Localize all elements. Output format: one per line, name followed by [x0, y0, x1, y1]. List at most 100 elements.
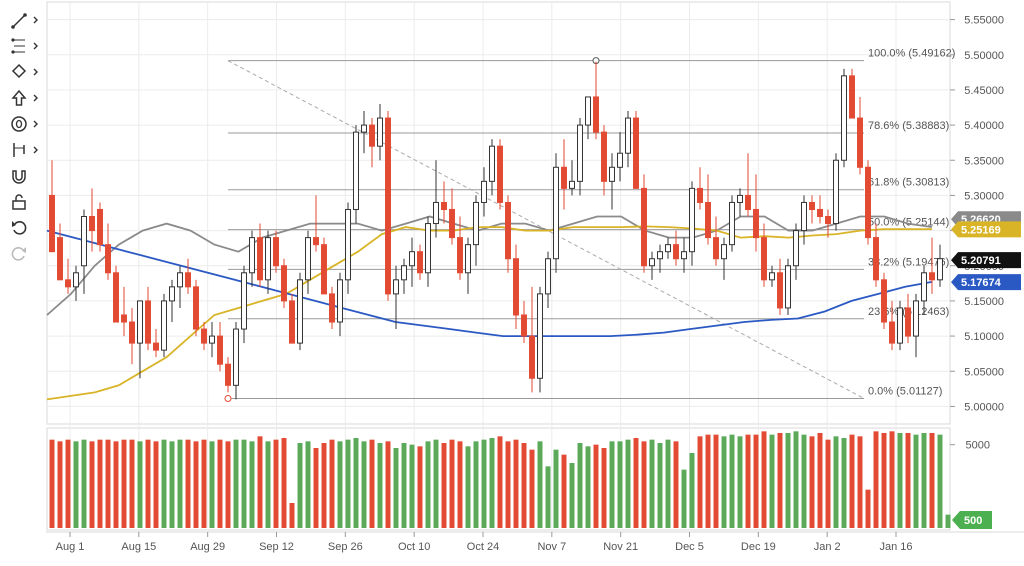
volume-bar: [353, 438, 359, 528]
fib-level-label: 38.2% (5.19476): [868, 256, 949, 268]
volume-bar: [377, 443, 383, 528]
candle-up: [169, 286, 175, 302]
volume-bar: [185, 439, 191, 528]
volume-bar: [337, 441, 343, 528]
volume-bar: [577, 443, 583, 528]
candle-down: [289, 300, 295, 344]
measure-tool[interactable]: [10, 140, 42, 162]
candle-up: [657, 251, 663, 260]
volume-last-tag: [952, 511, 992, 529]
candle-up: [537, 293, 543, 379]
fib-tool[interactable]: [10, 36, 42, 58]
arrow-up-icon: [11, 89, 38, 106]
text-tool[interactable]: [10, 114, 42, 136]
volume-bar: [937, 434, 943, 528]
volume-bar: [649, 439, 655, 528]
candle-down: [129, 321, 135, 344]
volume-bar: [665, 439, 671, 528]
volume-bar: [193, 441, 199, 528]
volume-bar: [625, 439, 631, 528]
volume-bar: [217, 439, 223, 528]
time-label: Aug 29: [190, 541, 225, 553]
candle-down: [825, 216, 831, 225]
volume-bar: [641, 441, 647, 528]
volume-bar: [385, 441, 391, 528]
redo-tool[interactable]: [10, 244, 42, 266]
volume-bar: [265, 441, 271, 528]
candle-down: [505, 201, 511, 260]
candle-down: [753, 208, 759, 239]
candle-down: [313, 237, 319, 246]
candle-up: [921, 272, 927, 302]
volume-bar: [889, 431, 895, 528]
candle-down: [881, 279, 887, 323]
candle-up: [401, 265, 407, 281]
candle-down: [457, 237, 463, 274]
volume-bar: [153, 441, 159, 528]
fibonacci-retracement[interactable]: 100.0% (5.49162) 78.6% (5.38883) 61.8% (5.…: [224, 48, 955, 402]
candle-down: [705, 201, 711, 239]
price-label: 5.35000: [964, 155, 1004, 167]
candle-down: [97, 208, 103, 246]
candle-up: [729, 201, 735, 246]
candle-up: [433, 201, 439, 225]
volume-bar: [849, 434, 855, 528]
volume-panel-border: [46, 427, 951, 531]
volume-bar: [745, 434, 751, 528]
volume-bar: [497, 436, 503, 528]
volume-bar: [785, 433, 791, 528]
candle-down: [257, 237, 263, 281]
candle-down: [745, 194, 751, 210]
volume-bar: [113, 441, 119, 528]
lock-tool[interactable]: [10, 192, 42, 214]
price-tag: [951, 274, 1021, 291]
volume-bar: [929, 433, 935, 528]
price-label: 5.10000: [964, 331, 1004, 343]
volume-bar: [601, 448, 607, 528]
time-label: Aug 15: [121, 541, 156, 553]
undo-tool[interactable]: [10, 218, 42, 240]
arrow-tool[interactable]: [10, 88, 42, 110]
fib-level-label: 78.6% (5.38883): [868, 120, 949, 132]
candle-up: [233, 328, 239, 386]
candle-up: [241, 272, 247, 330]
volume-bar: [313, 448, 319, 528]
magnet-tool[interactable]: [10, 166, 42, 188]
volume-bar: [49, 439, 55, 528]
volume-bar: [177, 439, 183, 528]
volume-bar: [297, 443, 303, 528]
volume-bar: [89, 441, 95, 528]
shapes-tool[interactable]: [10, 62, 42, 84]
candle-down: [369, 124, 375, 147]
candlestick-series: [49, 61, 943, 400]
volume-bar: [697, 436, 703, 528]
volume-bar: [705, 434, 711, 528]
candle-down: [697, 187, 703, 203]
trendline-icon: [11, 13, 38, 29]
volume-bar: [129, 439, 135, 528]
volume-bar: [257, 436, 263, 528]
candle-down: [385, 117, 391, 295]
price-label: 5.55000: [964, 15, 1004, 27]
volume-bar: [233, 439, 239, 528]
volume-last-tag-text: 500: [964, 515, 982, 527]
candle-up: [297, 279, 303, 344]
candle-up: [177, 272, 183, 288]
trendline-tool[interactable]: [10, 10, 42, 32]
candle-down: [57, 237, 63, 281]
measure-icon: [13, 143, 38, 157]
volume-bar: [561, 454, 567, 528]
candle-up: [393, 279, 399, 295]
time-label: Nov 21: [603, 541, 638, 553]
candle-down: [281, 265, 287, 302]
volume-bar: [465, 446, 471, 528]
candle-down: [809, 201, 815, 210]
ma-blue-line: [46, 229, 933, 338]
lock-icon: [12, 194, 26, 210]
volume-bar: [121, 439, 127, 528]
candle-down: [601, 131, 607, 182]
candle-up: [689, 187, 695, 253]
candle-down: [145, 300, 151, 344]
candle-up: [737, 194, 743, 203]
